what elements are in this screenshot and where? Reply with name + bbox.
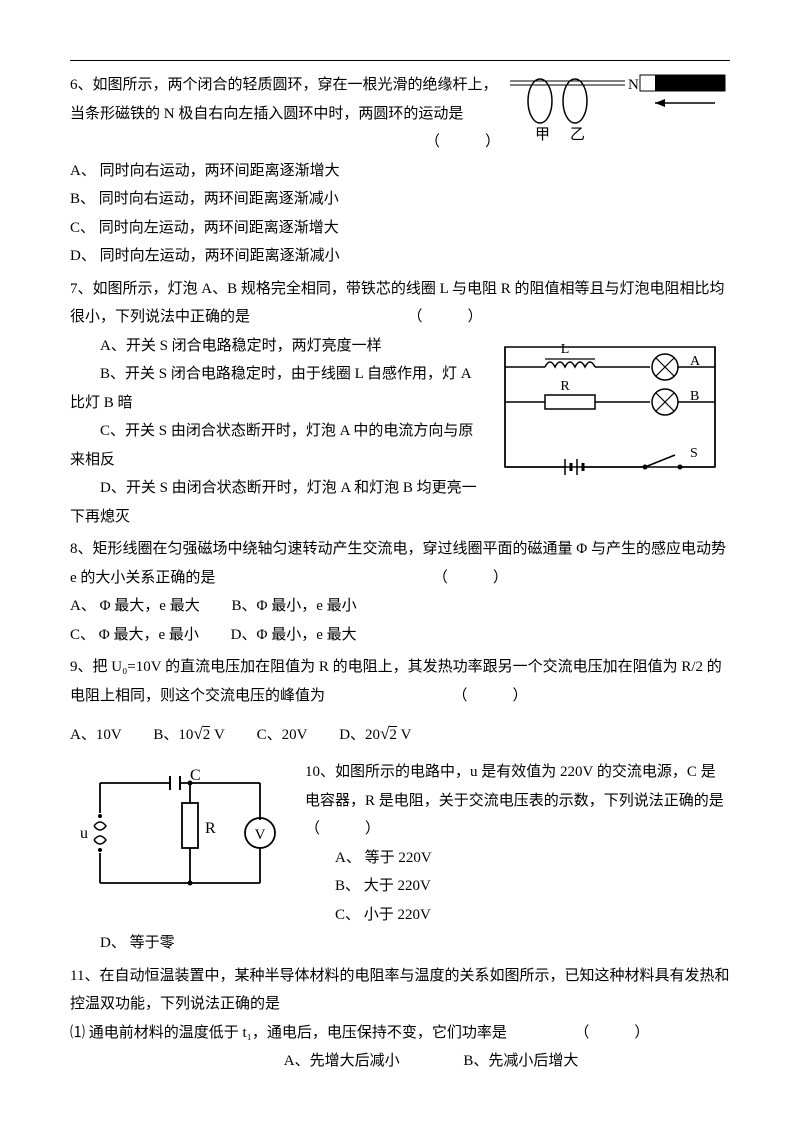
q7-option-d: D、开关 S 由闭合状态断开时，灯泡 A 和灯泡 B 均更亮一下再熄灭 xyxy=(70,474,730,531)
q8-option-a: A、 Φ 最大，e 最大 xyxy=(70,592,200,621)
question-8: 8、矩形线圈在匀强磁场中绕轴匀速转动产生交流电，穿过线圈平面的磁通量 Φ 与产生… xyxy=(70,535,730,649)
svg-text:甲: 甲 xyxy=(535,127,550,143)
q11-stem: 11、在自动恒温装置中，某种半导体材料的电阻率与温度的关系如图所示，已知这种材料… xyxy=(70,962,730,1019)
q7-stem: 7、如图所示，灯泡 A、B 规格完全相同，带铁芯的线圈 L 与电阻 R 的阻值相… xyxy=(70,275,730,332)
svg-text:u: u xyxy=(80,825,88,842)
q6-option-a: A、 同时向右运动，两环间距离逐渐增大 xyxy=(70,157,730,186)
q8-option-b: B、Φ 最小，e 最小 xyxy=(231,592,356,621)
q7-figure: L A R B xyxy=(495,337,730,477)
q8-option-d: D、Φ 最小，e 最大 xyxy=(231,621,357,650)
question-10: u C V R 10、如图所示的电路中，u 是有效值为 220V xyxy=(70,758,730,958)
q9-option-a: A、10V xyxy=(70,721,122,750)
question-7: 7、如图所示，灯泡 A、B 规格完全相同，带铁芯的线圈 L 与电阻 R 的阻值相… xyxy=(70,275,730,532)
q11-sub1: ⑴ 通电前材料的温度低于 t₁，通电后，电压保持不变，它们功率是 （ ） xyxy=(70,1019,730,1048)
question-11: 11、在自动恒温装置中，某种半导体材料的电阻率与温度的关系如图所示，已知这种材料… xyxy=(70,962,730,1076)
q6-option-d: D、 同时向左运动，两环间距离逐渐减小 xyxy=(70,242,730,271)
question-6: N 甲 乙 6、如图所示，两个闭合的轻质圆环，穿在一根光滑的绝缘杆上，当条形磁铁… xyxy=(70,71,730,271)
q6-option-b: B、 同时向右运动，两环间距离逐渐减小 xyxy=(70,185,730,214)
svg-text:R: R xyxy=(205,820,216,837)
q11-option-a: A、先增大后减小 xyxy=(284,1047,400,1076)
q9-option-b: B、10√2 V xyxy=(153,718,224,750)
q11-option-b: B、先减小后增大 xyxy=(463,1047,578,1076)
svg-text:乙: 乙 xyxy=(570,127,585,143)
q8-stem: 8、矩形线圈在匀强磁场中绕轴匀速转动产生交流电，穿过线圈平面的磁通量 Φ 与产生… xyxy=(70,535,730,592)
q10-figure: u C V R xyxy=(70,758,290,908)
q6-option-c: C、 同时向左运动，两环间距离逐渐增大 xyxy=(70,214,730,243)
q9-option-c: C、20V xyxy=(257,721,308,750)
question-9: 9、把 U₀=10V 的直流电压加在阻值为 R 的电阻上，其发热功率跟另一个交流… xyxy=(70,653,730,750)
q8-option-c: C、 Φ 最大，e 最小 xyxy=(70,621,199,650)
q6-figure: N 甲 乙 xyxy=(510,71,730,151)
q10-option-d: D、 等于零 xyxy=(70,929,730,958)
svg-text:V: V xyxy=(255,827,266,843)
q9-stem: 9、把 U₀=10V 的直流电压加在阻值为 R 的电阻上，其发热功率跟另一个交流… xyxy=(70,653,730,710)
svg-text:R: R xyxy=(560,379,570,394)
svg-text:S: S xyxy=(690,446,698,461)
q9-option-d: D、20√2 V xyxy=(339,718,411,750)
svg-text:L: L xyxy=(561,342,570,357)
magnet-n-label: N xyxy=(628,77,639,93)
